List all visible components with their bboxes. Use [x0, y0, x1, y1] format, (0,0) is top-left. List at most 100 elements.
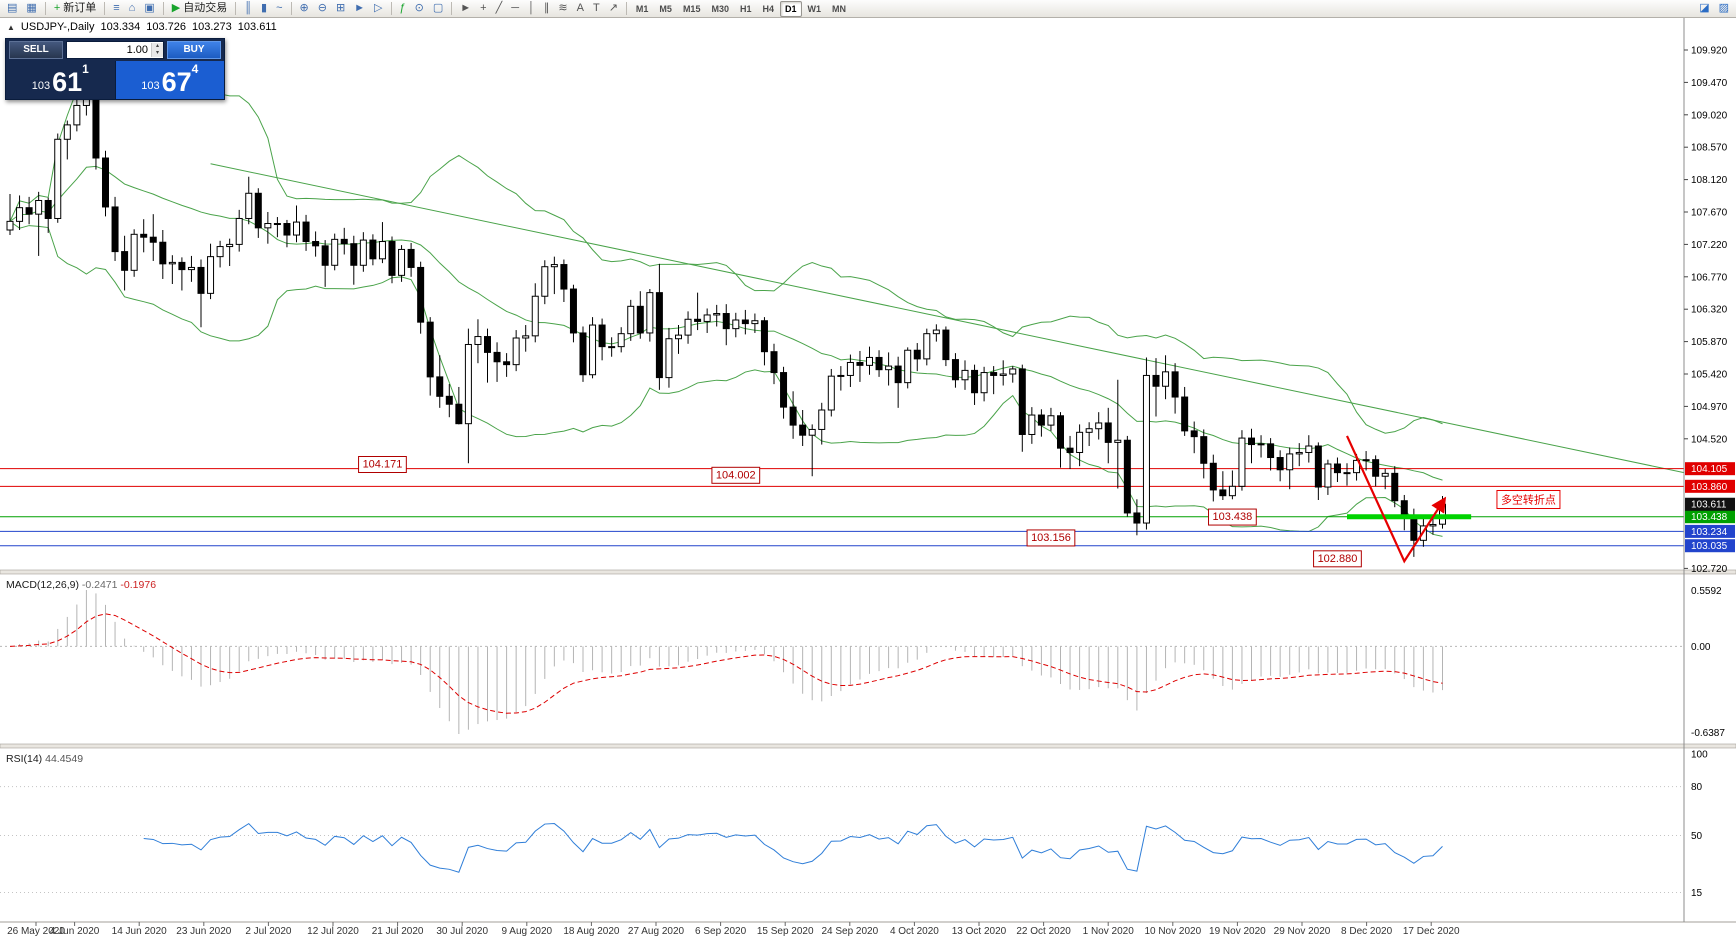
- market-watch-button[interactable]: ≡: [109, 0, 123, 17]
- volume-stepper[interactable]: ▴ ▾: [151, 43, 163, 57]
- candle-body: [961, 369, 969, 381]
- candle-body: [168, 261, 176, 265]
- volume-up-icon[interactable]: ▴: [152, 43, 163, 50]
- candle-body: [1333, 463, 1341, 474]
- rsi-label: RSI(14) 44.4549: [6, 753, 83, 765]
- line-chart-button[interactable]: ~: [272, 0, 286, 17]
- indicators-button[interactable]: ƒ: [396, 0, 410, 17]
- tf-d1-button[interactable]: D1: [780, 0, 802, 17]
- tf-m30-button[interactable]: M30: [711, 3, 729, 14]
- panel-divider[interactable]: [0, 569, 1736, 575]
- tf-m5-button[interactable]: M5: [659, 3, 672, 14]
- toolbar: ▤ ▦ + 新订单 ≡ ⌂ ▣ ▶ 自动交易 ║ ▮ ~ ⊕ ⊖ ⊞ ► ▷ ƒ ⊙ ▢ ► + ╱ ─ │ ∥ ≋ A T ↗ M1 M5 M…: [0, 0, 1736, 18]
- bollinger-lower: [9, 220, 1443, 537]
- toolbar-group: ► + ╱ ─ │ ∥ ≋ A T ↗: [456, 0, 622, 17]
- sell-button[interactable]: SELL: [9, 41, 63, 59]
- ask-big: 67: [161, 67, 192, 97]
- chart-window-button[interactable]: ◪: [1695, 0, 1713, 17]
- tf-h1-button[interactable]: H1: [739, 3, 752, 14]
- collapse-panel-icon[interactable]: ▲: [7, 22, 15, 32]
- arrow-tool-button[interactable]: ↗: [605, 0, 622, 17]
- tf-w1-button[interactable]: W1: [807, 3, 822, 14]
- descending-trendline[interactable]: [210, 163, 1685, 474]
- price-axis[interactable]: 109.920 109.470 109.020 108.570 108.120 107.6…: [1684, 46, 1735, 575]
- ask-price[interactable]: 103 67 4: [114, 61, 224, 99]
- time-axis-label: 24 Sep 2020: [821, 926, 878, 937]
- candle-body: [25, 207, 33, 215]
- time-axis-label: 21 Jul 2020: [372, 926, 424, 937]
- terminal-button[interactable]: ▣: [140, 0, 158, 17]
- candle-body: [1066, 447, 1074, 453]
- candle-body: [617, 333, 625, 348]
- bar-chart-button[interactable]: ║: [240, 0, 256, 17]
- candle-chart-button[interactable]: ▮: [257, 0, 271, 17]
- text-label-button[interactable]: T: [589, 0, 604, 17]
- candle-body: [1305, 445, 1313, 453]
- trendline-button[interactable]: ╱: [492, 0, 507, 17]
- chart-text-label[interactable]: 104.002: [711, 466, 761, 484]
- candle-body: [1181, 396, 1189, 432]
- candle-body: [6, 220, 14, 231]
- bid-prefix: 103: [31, 80, 51, 92]
- label-box: [358, 456, 407, 473]
- chart-text-label[interactable]: 多空转折点: [1496, 490, 1561, 509]
- volume-value[interactable]: 1.00: [126, 44, 148, 56]
- new-chart-button[interactable]: ▤: [3, 0, 21, 17]
- chart-text-label[interactable]: 102.880: [1313, 550, 1362, 568]
- navigator-button[interactable]: ⌂: [125, 0, 140, 17]
- buy-button[interactable]: BUY: [167, 41, 221, 59]
- panel-divider[interactable]: [0, 743, 1736, 749]
- price-tag-104.105: 104.105: [1685, 462, 1735, 476]
- candle-body: [111, 206, 119, 253]
- price-tag-103.234: 103.234: [1685, 524, 1735, 538]
- chart-text-label[interactable]: 104.171: [358, 456, 407, 473]
- ohlc-low: 103.273: [192, 21, 232, 33]
- cursor-button[interactable]: ►: [456, 0, 475, 17]
- bid-price[interactable]: 103 61 1: [6, 61, 115, 99]
- candle-body: [579, 332, 587, 376]
- crosshair-button[interactable]: +: [476, 0, 490, 17]
- text-button[interactable]: A: [573, 0, 588, 17]
- candle-body: [273, 223, 281, 226]
- zoom-in-button[interactable]: ⊕: [296, 0, 313, 17]
- candle-body: [207, 256, 215, 294]
- candle-body: [665, 338, 673, 379]
- tf-mn-button[interactable]: MN: [832, 3, 847, 14]
- tf-m1-button[interactable]: M1: [635, 3, 649, 14]
- auto-scroll-button[interactable]: ►: [350, 0, 369, 17]
- candle-body: [1162, 371, 1170, 387]
- chart-shift-button[interactable]: ▷: [370, 0, 386, 17]
- candle-body: [1410, 516, 1418, 541]
- tf-m15-button[interactable]: M15: [682, 3, 701, 14]
- autotrade-button[interactable]: ▶ 自动交易: [168, 0, 231, 17]
- candle-body: [1257, 443, 1265, 446]
- candle-body: [293, 221, 300, 236]
- data-window-button[interactable]: ▨: [1715, 0, 1733, 17]
- fibonacci-button[interactable]: ≋: [554, 0, 571, 17]
- candle-body: [1391, 472, 1399, 502]
- volume-field[interactable]: 1.00 ▴ ▾: [66, 41, 164, 59]
- new-chart-icon: ▤: [7, 2, 18, 14]
- periods-button[interactable]: ⊙: [411, 0, 428, 17]
- candle-body: [894, 365, 902, 384]
- zoom-out-button[interactable]: ⊖: [314, 0, 331, 17]
- horizontal-line-button[interactable]: ─: [507, 0, 523, 17]
- direction-arrow[interactable]: [1345, 435, 1447, 564]
- channel-button[interactable]: ∥: [540, 0, 554, 17]
- candle-body: [646, 292, 654, 334]
- chart-text-label[interactable]: 103.156: [1026, 529, 1076, 547]
- chart-text-label[interactable]: 103.438: [1208, 508, 1257, 526]
- chart-labels[interactable]: 104.171 104.002 103.438 103.156 102.880 多空转折点: [358, 456, 1561, 568]
- volume-down-icon[interactable]: ▾: [152, 50, 163, 57]
- price-axis-label: 104.520: [1691, 434, 1728, 445]
- candle-body: [694, 318, 702, 322]
- vertical-line-button[interactable]: │: [524, 0, 539, 17]
- candle-body: [904, 349, 912, 384]
- profiles-button[interactable]: ▦: [22, 0, 40, 17]
- tile-windows-button[interactable]: ⊞: [332, 0, 349, 17]
- templates-button[interactable]: ▢: [429, 0, 447, 17]
- new-order-button[interactable]: + 新订单: [50, 0, 100, 17]
- tf-h4-button[interactable]: H4: [762, 3, 774, 14]
